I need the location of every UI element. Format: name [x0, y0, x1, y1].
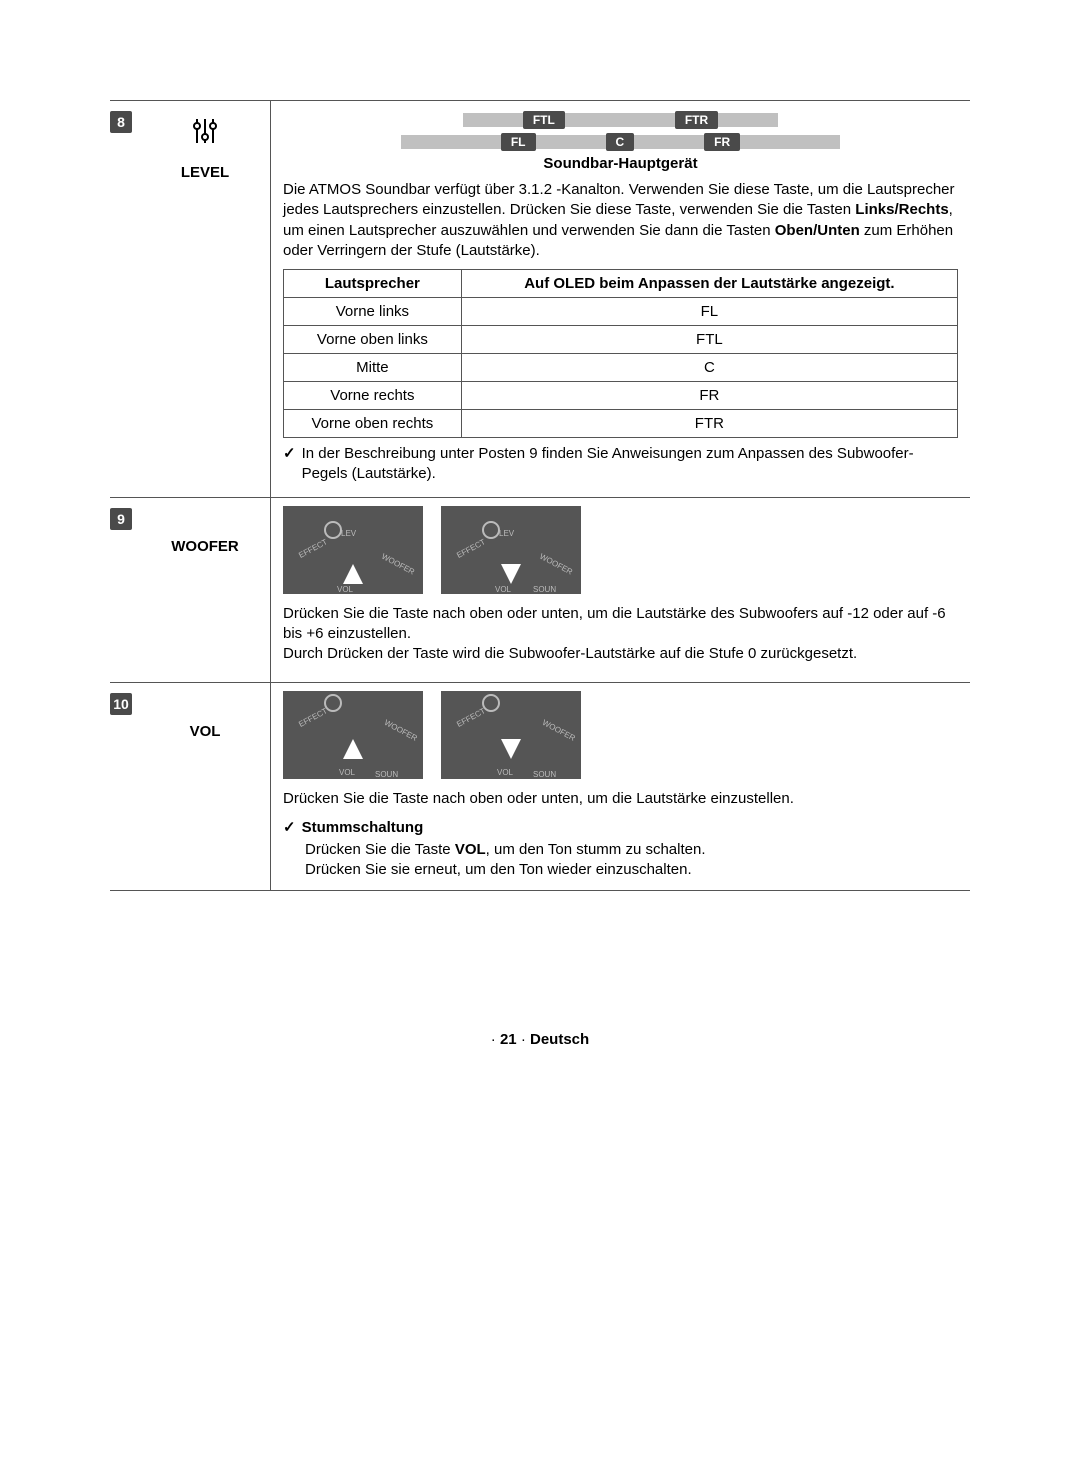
row-number-cell: 10	[110, 683, 140, 890]
table-row: Mitte C	[284, 354, 958, 382]
row-number-badge: 9	[110, 508, 132, 530]
speaker-badge-ftl: FTL	[523, 111, 565, 129]
bold-text: Oben/Unten	[775, 222, 860, 239]
table-cell: FTR	[461, 410, 957, 438]
soundbar-diagram: FTL FTR FL C FR Soundbar-Hauptgerät	[283, 111, 958, 172]
table-header: Auf OLED beim Anpassen der Lautstärke an…	[461, 270, 957, 298]
remote-image: EFFECT WOOFER VOL SOUN	[283, 691, 423, 779]
row-9: 9 WOOFER EFFECT WOOFER LEV VOL	[110, 498, 970, 684]
table-row: Vorne oben links FTL	[284, 326, 958, 354]
svg-text:LEV: LEV	[341, 529, 357, 538]
footer-dot: ·	[491, 1031, 496, 1048]
text: Drücken Sie die Taste	[305, 841, 455, 858]
svg-text:VOL: VOL	[495, 585, 512, 594]
table-cell: Vorne oben rechts	[284, 410, 462, 438]
vol-description: Drücken Sie die Taste nach oben oder unt…	[283, 789, 958, 809]
page-footer: · 21 · Deutsch	[110, 1031, 970, 1048]
woofer-description: Drücken Sie die Taste nach oben oder unt…	[283, 604, 958, 665]
mute-heading: ✓ Stummschaltung	[283, 818, 958, 838]
text: , um den Ton stumm zu schalten.	[486, 841, 706, 858]
row-number-badge: 10	[110, 693, 132, 715]
table-cell: Vorne rechts	[284, 382, 462, 410]
table-row: Vorne rechts FR	[284, 382, 958, 410]
text: Die ATMOS Soundbar verfügt über 3.1.2 -K…	[283, 181, 955, 218]
remote-image: EFFECT WOOFER LEV VOL SOUN	[441, 506, 581, 594]
table-cell: FTL	[461, 326, 957, 354]
manual-table: 8 LEVEL FTL FTR	[110, 100, 970, 891]
speaker-badge-fr: FR	[704, 133, 740, 151]
level-icon	[140, 111, 270, 156]
table-cell: Mitte	[284, 354, 462, 382]
row-label: LEVEL	[140, 164, 270, 181]
speaker-badge-fl: FL	[501, 133, 536, 151]
row-label: VOL	[140, 723, 270, 740]
table-row: Vorne oben rechts FTR	[284, 410, 958, 438]
row-content: FTL FTR FL C FR Soundbar-Hauptgerät	[270, 101, 970, 497]
svg-text:VOL: VOL	[339, 768, 356, 777]
table-cell: Vorne oben links	[284, 326, 462, 354]
row-10: 10 VOL EFFECT WOOFER VOL SOUN	[110, 683, 970, 891]
row-number-cell: 9	[110, 498, 140, 683]
remote-thumbnails: EFFECT WOOFER LEV VOL EFFECT WOOFER	[283, 506, 958, 594]
remote-thumbnails: EFFECT WOOFER VOL SOUN EFFECT WOOFER	[283, 691, 958, 779]
bold-text: Links/Rechts	[855, 201, 948, 218]
row-8: 8 LEVEL FTL FTR	[110, 101, 970, 498]
svg-text:SOUN: SOUN	[533, 585, 556, 594]
row-label-cell: VOL	[140, 683, 270, 890]
mute-line1: Drücken Sie die Taste VOL, um den Ton st…	[305, 840, 958, 860]
row-label-cell: WOOFER	[140, 498, 270, 683]
svg-text:VOL: VOL	[337, 585, 354, 594]
row-content: EFFECT WOOFER VOL SOUN EFFECT WOOFER	[270, 683, 970, 890]
footer-language: Deutsch	[530, 1031, 589, 1048]
bold-text: VOL	[455, 841, 486, 858]
table-row: Vorne links FL	[284, 298, 958, 326]
remote-image: EFFECT WOOFER LEV VOL	[283, 506, 423, 594]
footer-dot: ·	[521, 1031, 526, 1048]
row-content: EFFECT WOOFER LEV VOL EFFECT WOOFER	[270, 498, 970, 683]
row-number-badge: 8	[110, 111, 132, 133]
table-cell: Vorne links	[284, 298, 462, 326]
table-header: Lautsprecher	[284, 270, 462, 298]
table-cell: FR	[461, 382, 957, 410]
speaker-badge-c: C	[606, 133, 635, 151]
page-number: 21	[500, 1031, 517, 1048]
subheading: Stummschaltung	[302, 818, 424, 838]
check-icon: ✓	[283, 818, 296, 838]
row-label-cell: LEVEL	[140, 101, 270, 497]
level-description: Die ATMOS Soundbar verfügt über 3.1.2 -K…	[283, 180, 958, 261]
note-text: In der Beschreibung unter Posten 9 finde…	[302, 444, 958, 485]
check-icon: ✓	[283, 444, 296, 485]
svg-text:SOUN: SOUN	[533, 770, 556, 779]
mute-line2: Drücken Sie sie erneut, um den Ton wiede…	[305, 860, 958, 880]
soundbar-caption: Soundbar-Hauptgerät	[283, 155, 958, 172]
speaker-badge-ftr: FTR	[675, 111, 718, 129]
svg-text:LEV: LEV	[499, 529, 515, 538]
remote-image: EFFECT WOOFER VOL SOUN	[441, 691, 581, 779]
speaker-table: Lautsprecher Auf OLED beim Anpassen der …	[283, 269, 958, 438]
table-cell: FL	[461, 298, 957, 326]
svg-text:SOUN: SOUN	[375, 770, 398, 779]
row-number-cell: 8	[110, 101, 140, 497]
row-label: WOOFER	[140, 538, 270, 555]
svg-text:VOL: VOL	[497, 768, 514, 777]
table-cell: C	[461, 354, 957, 382]
level-note: ✓ In der Beschreibung unter Posten 9 fin…	[283, 444, 958, 485]
